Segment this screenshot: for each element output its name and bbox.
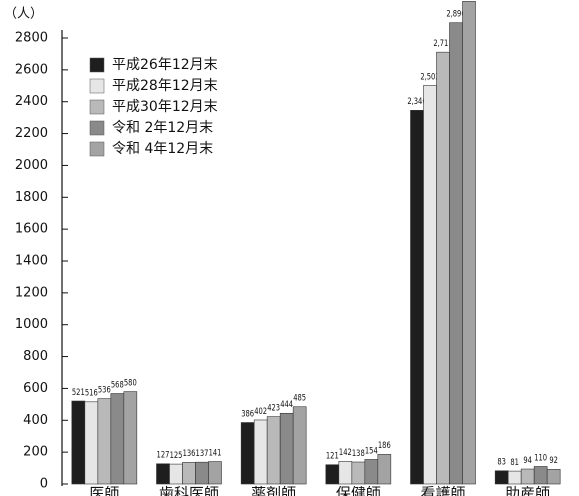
y-tick-label: 1600 [15,222,48,237]
value-label: 2,346 [407,96,426,106]
y-tick-label: 800 [23,349,48,364]
bar [364,459,379,485]
bar [423,85,437,485]
bar [520,468,535,485]
value-label: 2,711 [433,38,452,48]
x-tick-label: 医師 [89,485,119,496]
y-tick-label: 1000 [15,317,48,332]
y-tick-label: 1400 [15,254,48,269]
bar [110,393,125,485]
y-tick-label: 1800 [15,190,48,205]
legend-label: 令和 4年12月末 [112,141,213,157]
value-label: 94 [523,455,532,465]
bar [546,469,561,485]
bar [410,110,424,485]
bar [208,461,222,485]
bar [449,22,463,485]
bar [325,464,340,485]
bar [182,462,196,485]
value-label: 92 [549,455,558,465]
x-tick-label: 看護師 [420,485,465,496]
value-label: 386 [241,408,254,418]
y-tick-label: 2000 [15,158,48,173]
y-tick-label: 400 [23,413,48,428]
value-label: 516 [85,388,98,398]
legend-label: 平成26年12月末 [112,57,218,73]
bar [377,454,392,485]
bar [71,400,86,485]
value-label: 136 [183,448,196,458]
value-label: 186 [378,440,391,450]
legend-swatch [89,120,105,136]
value-label: 568 [111,379,124,389]
y-tick-label: 2800 [15,31,48,46]
bar [462,1,476,485]
y-tick-label: 200 [23,445,48,460]
value-label: 2,502 [420,71,439,81]
legend-swatch [89,57,105,73]
bar [266,416,281,485]
value-label: 110 [534,452,547,462]
x-tick-label: 保健師 [336,485,381,496]
bar [507,470,522,485]
bar [253,419,268,485]
bar [338,461,353,485]
value-label: 444 [280,399,293,409]
bar [240,422,255,485]
value-label: 127 [157,450,170,460]
bar [533,466,548,485]
bar [97,398,112,485]
y-tick-label: 2600 [15,62,48,77]
bar [169,463,183,485]
bar [494,470,509,485]
bar [351,461,366,485]
bar [195,461,209,485]
bar [84,401,99,485]
legend-swatch [89,99,105,115]
value-label: 580 [124,378,137,388]
bar [436,51,450,485]
legend-swatch [89,78,105,94]
legend-swatch [89,141,105,157]
y-axis-label: （人） [4,7,43,22]
bar [292,406,307,485]
legend-label: 令和 2年12月末 [112,120,213,136]
value-label: 137 [196,448,209,458]
value-label: 402 [254,406,267,416]
legend-label: 平成28年12月末 [112,78,218,94]
bar [123,391,138,485]
value-label: 521 [72,387,85,397]
x-tick-label: 歯科医師 [159,485,219,496]
value-label: 2,896 [446,9,465,19]
x-tick-label: 助産師 [505,485,550,496]
value-label: 125 [170,450,183,460]
value-label: 536 [98,385,111,395]
y-tick-label: 0 [40,477,48,492]
value-label: 121 [326,451,339,461]
value-label: 423 [267,403,280,413]
legend-label: 平成30年12月末 [112,99,218,115]
bar [156,463,170,485]
y-tick-label: 2200 [15,126,48,141]
value-label: 142 [339,447,352,457]
value-label: 141 [209,447,222,457]
value-label: 81 [510,457,519,467]
y-tick-label: 2400 [15,94,48,109]
x-tick-label: 薬剤師 [251,485,296,496]
value-label: 154 [365,445,378,455]
value-label: 83 [497,457,506,467]
y-tick-label: 1200 [15,285,48,300]
value-label: 138 [352,448,365,458]
bar [279,412,294,485]
y-tick-label: 600 [23,381,48,396]
value-label: 485 [293,393,306,403]
